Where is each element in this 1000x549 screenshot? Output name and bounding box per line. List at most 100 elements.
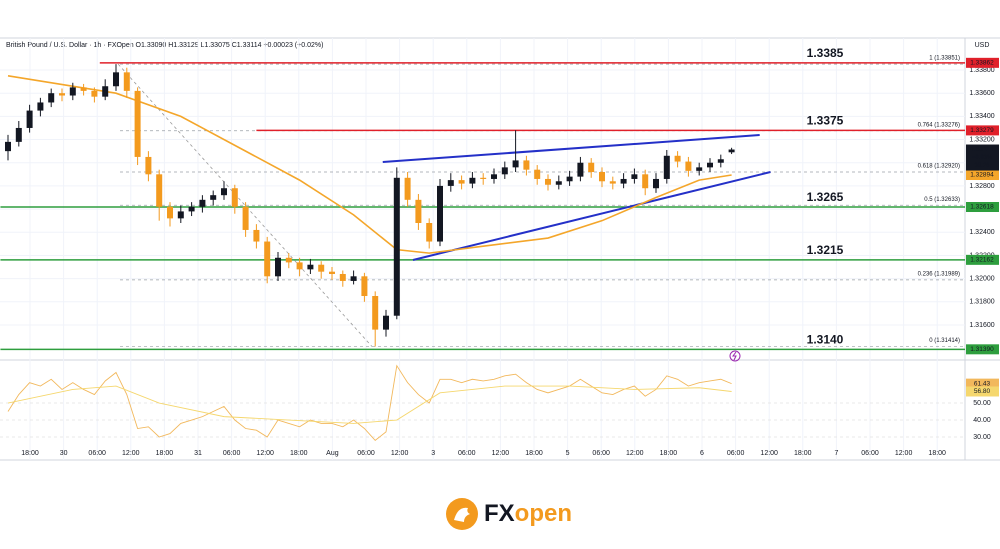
level-annotation: 1.3375 bbox=[807, 114, 844, 128]
time-label: 06:00 bbox=[223, 450, 241, 457]
time-label: 18:00 bbox=[525, 450, 543, 457]
currency: USD bbox=[975, 42, 990, 49]
time-label: 12:00 bbox=[391, 450, 409, 457]
candle-body bbox=[242, 206, 249, 230]
fib-label: 0.764 (1.33276) bbox=[918, 122, 960, 128]
rsi-tag-box bbox=[966, 378, 999, 389]
candle-body bbox=[48, 93, 55, 103]
candle-body bbox=[69, 87, 76, 96]
time-label: 06:00 bbox=[357, 450, 375, 457]
candle-body bbox=[512, 160, 519, 168]
price-tag: 1.31390 bbox=[970, 346, 994, 353]
time-label: 06:00 bbox=[458, 450, 476, 457]
current-change: −0.03% bbox=[972, 155, 993, 161]
candle-body bbox=[545, 178, 551, 185]
candle-body bbox=[113, 72, 119, 87]
rsi-ma-line bbox=[7, 385, 732, 424]
candle-body bbox=[728, 149, 735, 153]
fib-label: 0.236 (1.31989) bbox=[918, 271, 960, 277]
candle-body bbox=[393, 177, 400, 316]
time-label: 12:00 bbox=[760, 450, 778, 457]
trendline bbox=[382, 134, 760, 164]
y-tick-label: 1.32000 bbox=[969, 275, 994, 282]
candle-body bbox=[534, 169, 541, 179]
time-label: 30 bbox=[60, 450, 68, 457]
candle-body bbox=[599, 172, 605, 182]
logo: FXopen bbox=[446, 498, 572, 530]
current-price-box bbox=[966, 144, 999, 171]
candle-body bbox=[26, 110, 33, 128]
candle-body bbox=[199, 199, 206, 207]
candle-body bbox=[188, 206, 195, 212]
alert-bolt[interactable] bbox=[732, 351, 737, 361]
price-tag-box bbox=[966, 170, 999, 181]
candle-body bbox=[285, 257, 292, 263]
trendline bbox=[412, 171, 771, 261]
candle-body bbox=[296, 262, 303, 270]
time-label: 18:00 bbox=[794, 450, 812, 457]
candle-body bbox=[350, 276, 357, 281]
logo-text: FXopen bbox=[484, 500, 572, 527]
candle-body bbox=[210, 195, 217, 200]
candle-body bbox=[415, 199, 422, 223]
time-label: 06:00 bbox=[592, 450, 610, 457]
fib-label: 0.618 (1.32920) bbox=[918, 164, 960, 170]
candle-body bbox=[91, 90, 98, 97]
time-label: 3 bbox=[431, 450, 435, 457]
candle-body bbox=[123, 72, 130, 91]
moving-average bbox=[7, 75, 732, 254]
candle-body bbox=[5, 141, 11, 152]
fib-label: 0 (1.31414) bbox=[929, 338, 960, 344]
time-label: 18:00 bbox=[156, 450, 174, 457]
candle-body bbox=[102, 86, 109, 97]
candle-body bbox=[59, 93, 65, 96]
time-label: 12:00 bbox=[626, 450, 644, 457]
candle-body bbox=[221, 188, 227, 196]
candle-body bbox=[642, 174, 649, 189]
candle-body bbox=[329, 271, 335, 274]
price-tag-box bbox=[966, 344, 999, 355]
rsi-line bbox=[7, 364, 732, 442]
time-label: 31 bbox=[194, 450, 202, 457]
candle-body bbox=[653, 178, 659, 189]
rsi-tag-box bbox=[966, 386, 999, 397]
candle-body bbox=[469, 177, 476, 184]
rsi-tag: 61.43 bbox=[974, 380, 991, 387]
price-tag: 1.33279 bbox=[970, 127, 994, 134]
time-label: 7 bbox=[834, 450, 838, 457]
price-tag: 1.32894 bbox=[970, 172, 994, 179]
candle-body bbox=[383, 315, 389, 330]
candle-body bbox=[145, 156, 152, 175]
y-tick-label: 1.33600 bbox=[969, 90, 994, 97]
y-tick-label: 1.33800 bbox=[969, 67, 994, 74]
candle-body bbox=[307, 264, 314, 270]
price-tag: 1.33862 bbox=[970, 60, 994, 67]
time-label: 12:00 bbox=[256, 450, 274, 457]
alert-icon[interactable] bbox=[729, 350, 741, 362]
level-annotation: 1.3140 bbox=[807, 332, 844, 346]
candle-body bbox=[177, 211, 184, 219]
y-tick-label: 1.33200 bbox=[969, 136, 994, 143]
candle-body bbox=[361, 276, 368, 297]
candle-body bbox=[717, 159, 724, 163]
price-tag: 1.32162 bbox=[970, 257, 994, 264]
time-label: 18:00 bbox=[21, 450, 39, 457]
candle-body bbox=[264, 241, 271, 277]
candle-body bbox=[523, 160, 530, 170]
candle-body bbox=[663, 155, 670, 179]
candle-body bbox=[426, 222, 433, 242]
y-tick-label: 1.32400 bbox=[969, 229, 994, 236]
candle-body bbox=[577, 162, 584, 177]
candle-body bbox=[167, 206, 173, 219]
candle-body bbox=[631, 174, 638, 179]
countdown: 39:26 bbox=[974, 163, 990, 169]
time-label: 06:00 bbox=[861, 450, 879, 457]
candle-body bbox=[275, 257, 281, 277]
alert-circle[interactable] bbox=[729, 350, 741, 362]
rsi-tick-label: 30.00 bbox=[973, 434, 991, 441]
time-label: 12:00 bbox=[895, 450, 913, 457]
time-label: 6 bbox=[700, 450, 704, 457]
time-label: 12:00 bbox=[492, 450, 510, 457]
candle-body bbox=[80, 87, 87, 91]
